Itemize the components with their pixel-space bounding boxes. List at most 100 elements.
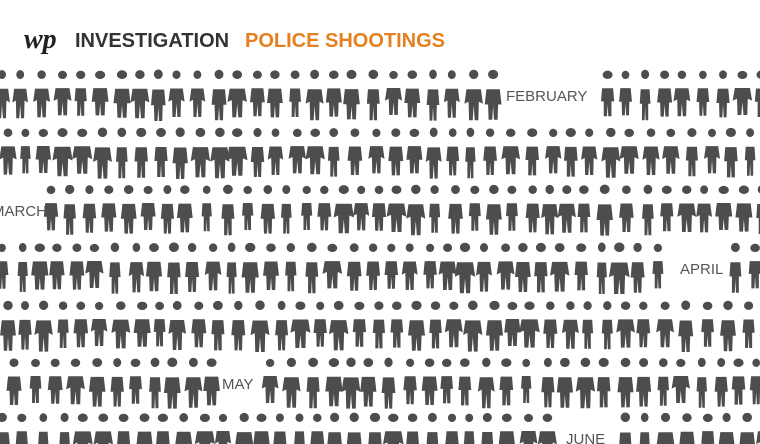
- silhouette: [639, 412, 650, 444]
- silhouette: [15, 413, 28, 444]
- silhouette: [168, 70, 185, 117]
- silhouette: [53, 70, 72, 116]
- silhouette: [113, 70, 131, 118]
- silhouette: [63, 184, 76, 235]
- silhouette: [360, 358, 377, 407]
- silhouette: [519, 413, 538, 444]
- silhouette: [465, 127, 476, 179]
- logo: wp: [24, 24, 57, 55]
- silhouette: [384, 70, 403, 115]
- silhouette: [446, 128, 460, 176]
- silhouette: [386, 185, 407, 232]
- silhouette: [577, 185, 591, 233]
- silhouette: [18, 301, 32, 350]
- silhouette: [260, 185, 275, 234]
- silhouette: [184, 357, 203, 408]
- silhouette: [639, 69, 651, 121]
- silhouette: [381, 357, 396, 409]
- silhouette: [226, 128, 248, 176]
- silhouette: [275, 300, 289, 351]
- silhouette: [563, 128, 578, 177]
- silhouette: [280, 185, 292, 234]
- silhouette: [724, 127, 738, 178]
- silhouette: [581, 128, 598, 175]
- silhouette: [366, 243, 381, 290]
- silhouette: [325, 358, 343, 407]
- silhouette: [505, 185, 518, 231]
- silhouette: [0, 412, 11, 444]
- silhouette: [91, 70, 109, 116]
- silhouette: [346, 412, 362, 444]
- silhouette: [425, 127, 442, 179]
- silhouette: [636, 358, 652, 407]
- silhouette: [444, 301, 463, 348]
- silhouette: [541, 357, 555, 408]
- silhouette: [109, 242, 121, 294]
- silhouette: [429, 185, 441, 233]
- silhouette: [267, 70, 283, 118]
- silhouette: [525, 128, 539, 176]
- silhouette: [115, 127, 128, 179]
- silhouette: [310, 413, 325, 444]
- silhouette: [616, 301, 635, 348]
- silhouette: [445, 413, 459, 444]
- silhouette: [703, 128, 721, 174]
- silhouette: [756, 185, 760, 234]
- silhouette: [657, 358, 670, 406]
- silhouette: [353, 185, 370, 231]
- silhouette: [194, 413, 215, 444]
- silhouette: [327, 412, 343, 444]
- silhouette: [234, 412, 254, 444]
- silhouette: [261, 358, 279, 403]
- silhouette: [685, 128, 698, 177]
- silhouette: [735, 185, 753, 232]
- silhouette: [715, 185, 733, 230]
- silhouette: [498, 413, 515, 444]
- silhouette: [515, 243, 531, 292]
- silhouette: [288, 128, 307, 174]
- month-label: APRIL: [680, 261, 723, 278]
- silhouette: [282, 357, 301, 408]
- silhouette: [458, 358, 472, 406]
- silhouette: [720, 300, 736, 352]
- silhouette: [129, 358, 142, 404]
- silhouette: [154, 128, 168, 177]
- silhouette: [744, 128, 756, 176]
- silhouette: [543, 301, 558, 348]
- silhouette: [327, 128, 340, 177]
- silhouette: [696, 357, 708, 408]
- silhouette: [120, 185, 137, 234]
- silhouette: [748, 243, 760, 289]
- silhouette: [0, 243, 9, 289]
- silhouette: [74, 70, 87, 116]
- silhouette: [718, 412, 735, 444]
- silhouette: [33, 70, 51, 118]
- silhouette: [642, 184, 654, 236]
- silhouette: [34, 300, 53, 352]
- silhouette: [294, 413, 305, 444]
- silhouette: [136, 413, 153, 444]
- silhouette: [249, 70, 265, 117]
- silhouette: [366, 69, 380, 121]
- silhouette: [426, 69, 440, 121]
- silhouette: [696, 70, 710, 116]
- silhouette: [172, 127, 188, 179]
- silhouette: [47, 358, 63, 404]
- silhouette: [140, 185, 156, 230]
- silhouette: [673, 70, 691, 117]
- silhouette: [671, 358, 690, 403]
- silhouette: [322, 243, 343, 289]
- silhouette: [731, 358, 746, 405]
- silhouette: [273, 413, 287, 444]
- silhouette: [426, 412, 439, 444]
- silhouette: [82, 185, 97, 233]
- silhouette: [210, 127, 230, 179]
- silhouette: [241, 242, 259, 293]
- silhouette: [20, 128, 31, 174]
- silhouette: [267, 128, 284, 175]
- silhouette: [742, 301, 755, 348]
- silhouette: [343, 69, 360, 120]
- silhouette: [388, 128, 404, 176]
- silhouette: [191, 301, 207, 348]
